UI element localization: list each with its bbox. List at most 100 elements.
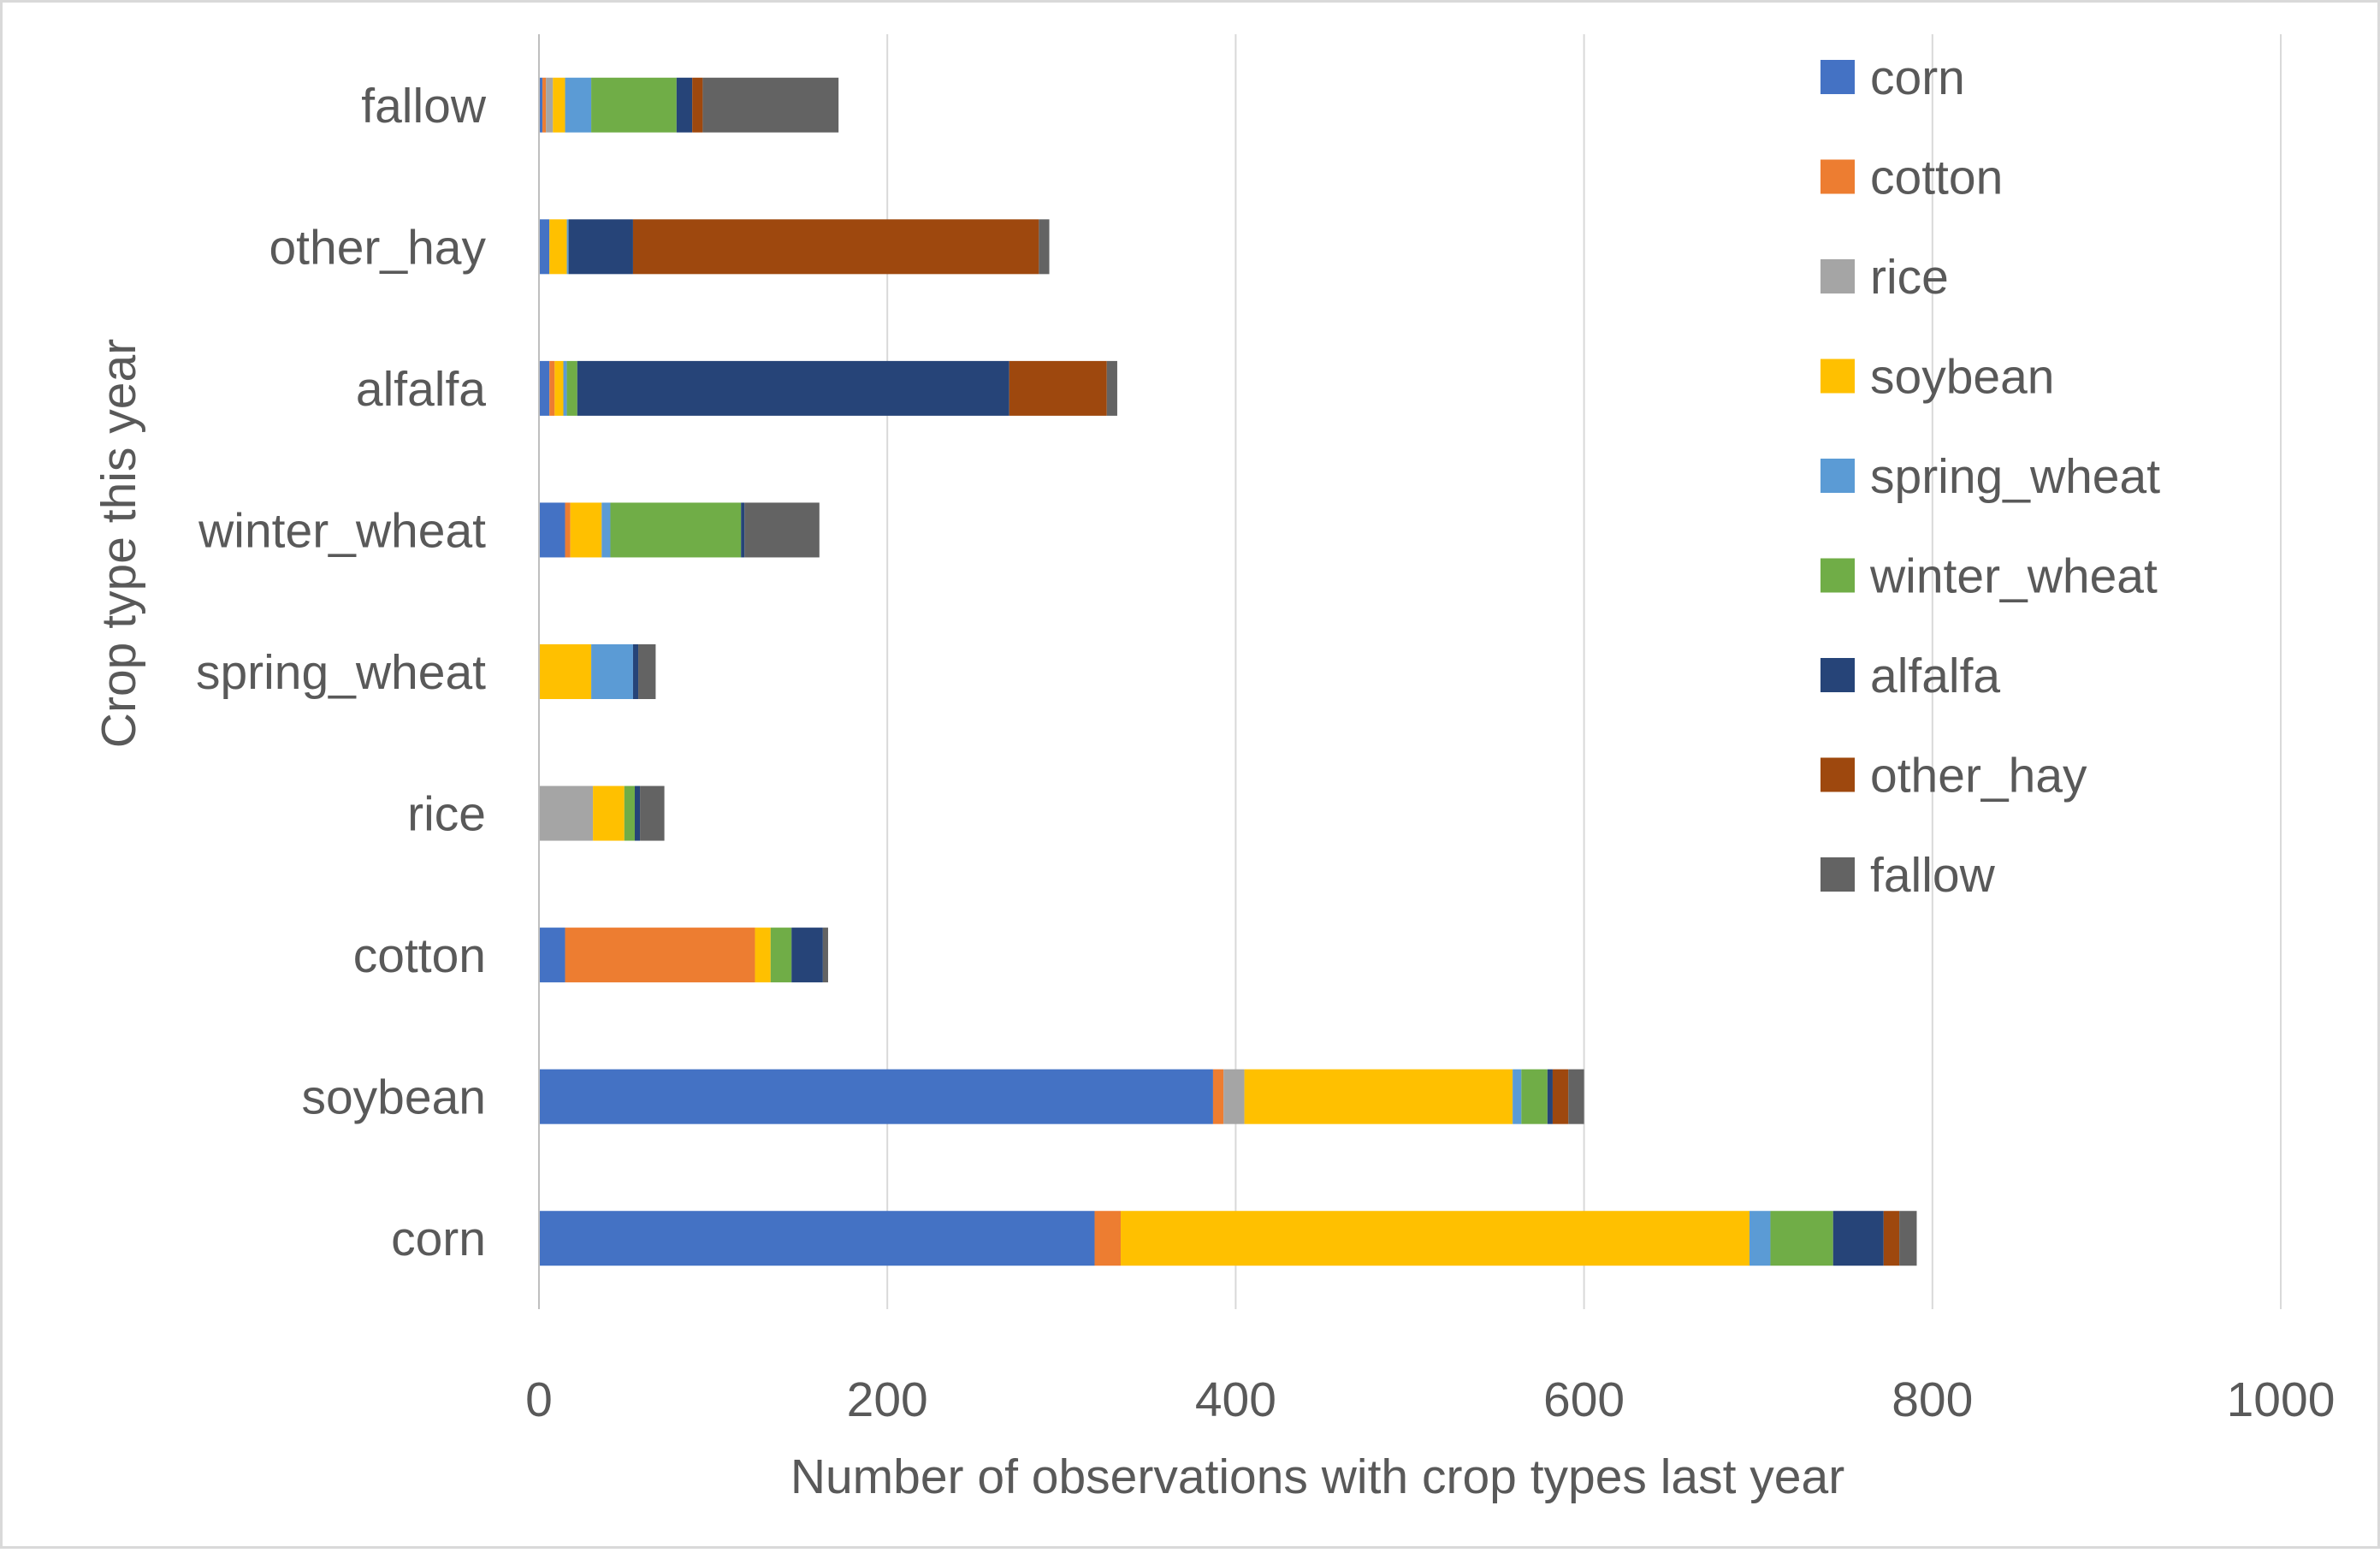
bar-segment xyxy=(1568,1069,1584,1124)
bar-segment xyxy=(1513,1069,1522,1124)
bar-segment xyxy=(791,928,823,983)
legend-swatch xyxy=(1821,359,1855,394)
bar-segment xyxy=(539,360,550,416)
bar-segment xyxy=(539,219,550,275)
bar-segment xyxy=(692,77,703,133)
bar-segment xyxy=(539,1211,1095,1266)
y-axis-title: Crop type this year xyxy=(92,339,146,748)
bar-segment xyxy=(1547,1069,1553,1124)
legend-label: cotton xyxy=(1870,151,2003,205)
bar-segment xyxy=(591,644,633,699)
x-tick-label: 1000 xyxy=(2227,1372,2336,1427)
legend-swatch xyxy=(1821,857,1855,892)
bar-segment xyxy=(1009,360,1107,416)
bar-segment xyxy=(744,502,820,558)
bar-segment xyxy=(539,785,594,841)
bar-segment xyxy=(1121,1211,1750,1266)
y-tick-label: spring_wheat xyxy=(196,645,486,700)
bar-segment xyxy=(624,785,635,841)
bar-segment xyxy=(1244,1069,1513,1124)
legend-label: rice xyxy=(1870,250,1949,305)
legend-label: fallow xyxy=(1870,848,1996,903)
bar-segment xyxy=(676,77,693,133)
legend-label: other_hay xyxy=(1870,749,2087,803)
bar-segment xyxy=(1106,360,1117,416)
bar-segment xyxy=(593,785,625,841)
bar-segment xyxy=(563,360,567,416)
bar-segment xyxy=(632,219,1039,275)
bar-segment xyxy=(1832,1211,1884,1266)
y-tick-label: cotton xyxy=(353,928,486,983)
legend-swatch xyxy=(1821,459,1855,493)
bar-segment xyxy=(539,1069,1213,1124)
legend-swatch xyxy=(1821,259,1855,293)
legend-label: spring_wheat xyxy=(1870,449,2160,504)
legend-swatch xyxy=(1821,658,1855,692)
bar-segment xyxy=(601,502,611,558)
legend-swatch xyxy=(1821,757,1855,792)
x-tick-label: 400 xyxy=(1195,1372,1276,1427)
bar-segment xyxy=(1883,1211,1900,1266)
y-tick-label: corn xyxy=(391,1212,486,1266)
x-tick-label: 600 xyxy=(1543,1372,1625,1427)
bar-segment xyxy=(1552,1069,1569,1124)
x-axis-title: Number of observations with crop types l… xyxy=(790,1449,1844,1504)
bar-segment xyxy=(1521,1069,1548,1124)
bar-segment xyxy=(591,77,677,133)
x-tick-label: 200 xyxy=(847,1372,928,1427)
bar-segment xyxy=(577,360,1009,416)
bar-segment xyxy=(1223,1069,1245,1124)
legend-label: soybean xyxy=(1870,350,2055,405)
bar-segment xyxy=(1212,1069,1224,1124)
bars xyxy=(539,77,1917,1266)
y-tick-label: rice xyxy=(407,787,486,842)
bar-segment xyxy=(549,360,555,416)
bar-segment xyxy=(539,644,592,699)
y-tick-label: other_hay xyxy=(269,220,486,275)
bar-segment xyxy=(565,77,592,133)
bar-segment xyxy=(640,785,665,841)
bar-segment xyxy=(1770,1211,1833,1266)
bar-segment xyxy=(638,644,656,699)
legend-swatch xyxy=(1821,558,1855,593)
bar-segment xyxy=(610,502,742,558)
y-tick-label: winter_wheat xyxy=(198,503,486,558)
bar-segment xyxy=(634,785,641,841)
bar-segment xyxy=(1899,1211,1917,1266)
x-tick-label: 800 xyxy=(1892,1372,1973,1427)
legend-label: alfalfa xyxy=(1870,649,2000,703)
legend: corn cotton rice soybean spring_wheat winter_… xyxy=(1821,50,2160,903)
bar-segment xyxy=(565,928,755,983)
bar-segment xyxy=(539,502,565,558)
bar-segment xyxy=(755,928,771,983)
bar-segment xyxy=(632,644,639,699)
y-tick-label: fallow xyxy=(361,79,487,133)
bar-segment xyxy=(554,360,564,416)
x-tick-label: 0 xyxy=(525,1372,553,1427)
bar-segment xyxy=(549,219,567,275)
bar-segment xyxy=(566,360,577,416)
y-tick-label: alfalfa xyxy=(356,362,486,417)
legend-label: winter_wheat xyxy=(1869,549,2158,604)
axes: 0 200 400 600 800 1000 corn soybean cotton rice sp… xyxy=(196,34,2335,1427)
bar-segment xyxy=(539,77,543,133)
legend-swatch xyxy=(1821,159,1855,194)
bar-segment xyxy=(546,77,554,133)
bar-segment xyxy=(1094,1211,1122,1266)
bar-segment xyxy=(565,502,571,558)
bar-segment xyxy=(553,77,565,133)
bar-segment xyxy=(539,928,565,983)
y-tick-label: soybean xyxy=(301,1070,486,1125)
bar-segment xyxy=(568,219,633,275)
bar-segment xyxy=(570,502,602,558)
bar-segment xyxy=(741,502,745,558)
bar-segment xyxy=(566,219,569,275)
bar-segment xyxy=(822,928,828,983)
bar-segment xyxy=(770,928,792,983)
bar-segment xyxy=(702,77,839,133)
legend-label: corn xyxy=(1870,50,1965,105)
legend-swatch xyxy=(1821,60,1855,94)
